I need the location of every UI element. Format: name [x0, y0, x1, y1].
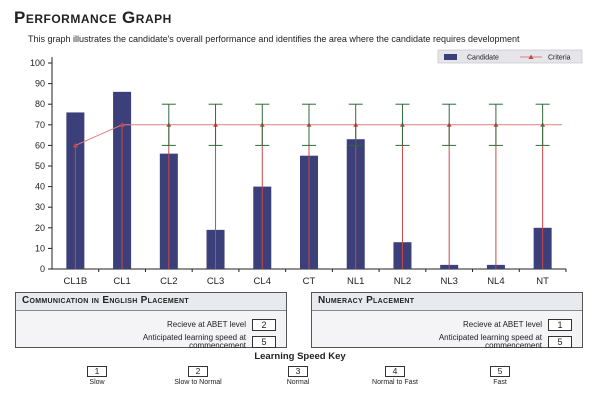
x-tick-label: NT: [536, 276, 549, 287]
numeracy-receive-row: Recieve at ABET level 1: [463, 319, 572, 331]
english-receive-label: Recieve at ABET level: [166, 320, 246, 329]
english-speed-label: Anticipated learning speed at commenceme…: [143, 334, 246, 350]
key-label: Slow: [89, 379, 105, 386]
y-tick-label: 20: [35, 223, 45, 233]
learning-speed-key-item: 5 Fast: [455, 366, 545, 386]
numeracy-speed-row: Anticipated learning speed at commenceme…: [439, 334, 572, 350]
numeracy-placement-body: Recieve at ABET level 1 Anticipated lear…: [312, 310, 582, 350]
legend-swatch-candidate: [444, 54, 457, 60]
key-value-box: 5: [490, 366, 510, 377]
x-tick-label: CL2: [160, 276, 177, 287]
key-value-box: 3: [288, 366, 308, 377]
learning-speed-key-title: Learning Speed Key: [254, 351, 346, 362]
y-tick-label: 60: [35, 140, 45, 150]
y-tick-label: 50: [35, 161, 45, 171]
x-tick-label: NL3: [440, 276, 457, 287]
page-title: Performance Graph: [14, 8, 172, 27]
english-speed-label-line2: commencement: [189, 341, 246, 350]
y-tick-label: 100: [30, 58, 45, 68]
key-label: Normal to Fast: [372, 379, 418, 386]
x-tick-label: CL3: [207, 276, 224, 287]
y-tick-label: 10: [35, 243, 45, 253]
key-label: Fast: [493, 379, 507, 386]
numeracy-receive-value: 1: [548, 319, 572, 331]
performance-chart: 0 10 20 30 40 50 60 70 80 90 100 CL1B CL1 CL2 CL3 CL4 CT…: [30, 49, 583, 287]
x-tick-label: NL2: [394, 276, 411, 287]
criteria-marker: [72, 142, 78, 148]
x-tick-label: CL1: [113, 276, 130, 287]
english-speed-value: 5: [252, 336, 276, 348]
learning-speed-key-item: 4 Normal to Fast: [350, 366, 440, 386]
english-placement-body: Recieve at ABET level 2 Anticipated lear…: [16, 310, 286, 350]
legend-label-criteria: Criteria: [548, 55, 571, 62]
y-tick-label: 80: [35, 99, 45, 109]
y-tick-label: 70: [35, 120, 45, 130]
key-value-box: 1: [87, 366, 107, 377]
numeracy-placement-title: Numeracy Placement: [318, 295, 415, 306]
numeracy-receive-label: Recieve at ABET level: [462, 320, 542, 329]
y-tick-label: 0: [40, 264, 45, 274]
key-label: Slow to Normal: [174, 379, 222, 386]
numeracy-speed-label-line2: commencement: [485, 341, 542, 350]
page-subtitle: This graph illustrates the candidate's o…: [28, 34, 520, 44]
y-tick-label: 40: [35, 182, 45, 192]
x-tick-label: CL4: [254, 276, 271, 287]
legend-box: [437, 49, 583, 64]
key-value-box: 4: [385, 366, 405, 377]
numeracy-speed-label: Anticipated learning speed at commenceme…: [439, 334, 542, 350]
legend-label-candidate: Candidate: [467, 55, 499, 62]
numeracy-placement-panel: Numeracy Placement Recieve at ABET level…: [311, 292, 583, 350]
x-tick-label: NL1: [347, 276, 364, 287]
learning-speed-key-item: 2 Slow to Normal: [153, 366, 243, 386]
x-tick-label: CL1B: [63, 276, 87, 287]
key-value-box: 2: [188, 366, 208, 377]
learning-speed-key-item: 3 Normal: [253, 366, 343, 386]
english-speed-label-line1: Anticipated learning speed at: [142, 333, 246, 342]
y-tick-label: 30: [35, 202, 45, 212]
numeracy-speed-value: 5: [548, 336, 572, 348]
legend-marker-criteria: [528, 54, 534, 59]
english-placement-panel: Communication in English Placement Recie…: [15, 292, 287, 350]
english-receive-row: Recieve at ABET level 2: [167, 319, 276, 331]
english-speed-row: Anticipated learning speed at commenceme…: [143, 334, 276, 350]
x-tick-label: CT: [303, 276, 316, 287]
criteria-marker: [119, 122, 125, 127]
english-placement-title: Communication in English Placement: [22, 295, 189, 306]
key-label: Normal: [286, 379, 310, 386]
english-receive-value: 2: [252, 319, 276, 331]
learning-speed-key-item: 1 Slow: [52, 366, 142, 386]
y-tick-label: 90: [35, 79, 45, 89]
numeracy-speed-label-line1: Anticipated learning speed at: [438, 333, 542, 342]
x-tick-label: NL4: [487, 276, 504, 287]
